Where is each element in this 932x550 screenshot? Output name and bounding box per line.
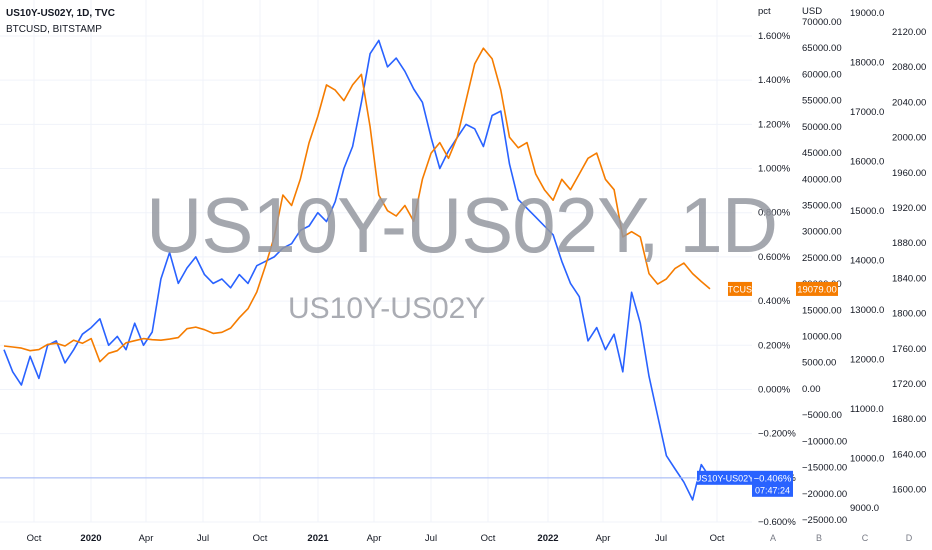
spread-name-text: US10Y-US02Y xyxy=(695,473,754,483)
axis-tick-label: 2000.00 xyxy=(892,133,926,144)
axis-tick-label: −5000.00 xyxy=(802,410,842,421)
bar-countdown-text: 07:47:24 xyxy=(755,485,790,495)
time-tick-label: Apr xyxy=(596,533,611,544)
axis-tick-label: 35000.00 xyxy=(802,200,842,211)
axis-tick-label: 18000.0 xyxy=(850,58,884,69)
symbol-watermark: US10Y-US02Y, 1D xyxy=(146,181,778,269)
axis-tick-label: 10000.00 xyxy=(802,332,842,343)
axis-tick-label: 1.000% xyxy=(758,164,791,175)
axis-tick-label: 30000.00 xyxy=(802,227,842,238)
spread-last-value-badge xyxy=(752,470,793,497)
axis-tick-label: −20000.00 xyxy=(802,489,847,500)
axis-tick-label: 1960.00 xyxy=(892,168,926,179)
axis-tick-label: 40000.00 xyxy=(802,174,842,185)
axis-header: pct xyxy=(758,6,771,17)
axis-tick-label: 45000.00 xyxy=(802,148,842,159)
time-tick-label: Oct xyxy=(27,533,42,544)
axis-tick-label: −0.200% xyxy=(758,429,796,440)
time-tick-label: Jul xyxy=(425,533,437,544)
legend-main-series[interactable]: US10Y-US02Y, 1D, TVC xyxy=(6,8,115,19)
btc-last-price-badge xyxy=(796,281,838,296)
axis-tick-label: 1680.00 xyxy=(892,414,926,425)
time-tick-label: Apr xyxy=(139,533,154,544)
axis-tick-label: 0.800% xyxy=(758,208,791,219)
axis-tick-label: 15000.0 xyxy=(850,206,884,217)
axis-tick-label: −10000.00 xyxy=(802,436,847,447)
time-tick-label: 2021 xyxy=(307,533,329,544)
axis-tick-label: −0.600% xyxy=(758,517,796,528)
time-tick-label: Jul xyxy=(655,533,667,544)
axis-tick-label: 25000.00 xyxy=(802,253,842,264)
spread-series-line xyxy=(3,39,711,501)
axis-tick-label: 15000.00 xyxy=(802,305,842,316)
spread-name-badge xyxy=(697,470,752,485)
axis-tick-label: 0.200% xyxy=(758,340,791,351)
scale-button-b[interactable]: B xyxy=(816,533,822,543)
time-tick-label: Apr xyxy=(367,533,382,544)
axis-header: USD xyxy=(802,6,822,17)
scale-buttons[interactable]: A B C D xyxy=(770,533,913,543)
price-axis-3[interactable]: 19000.0 18000.0 17000.0 16000.0 15000.0 14000… xyxy=(850,8,884,514)
axis-tick-label: 1.200% xyxy=(758,119,791,130)
time-tick-label: Oct xyxy=(710,533,725,544)
btc-series-line xyxy=(3,47,711,363)
scale-button-a[interactable]: A xyxy=(770,533,776,543)
axis-tick-label: 1760.00 xyxy=(892,344,926,355)
btc-name-badge xyxy=(728,281,752,296)
axis-tick-label: 1920.00 xyxy=(892,203,926,214)
axis-tick-label: 1800.00 xyxy=(892,309,926,320)
series-watermark: US10Y-US02Y xyxy=(288,292,486,325)
axis-tick-label: 14000.0 xyxy=(850,256,884,267)
axis-tick-label: 0.00 xyxy=(802,384,821,395)
time-tick-label: Oct xyxy=(253,533,268,544)
axis-tick-label: −25000.00 xyxy=(802,515,847,526)
spread-last-value-text: −0.406% xyxy=(754,473,792,484)
axis-tick-label: 5000.00 xyxy=(802,358,836,369)
price-axis-4[interactable]: 2120.00 2080.00 2040.00 2000.00 1960.00 1920.… xyxy=(892,27,926,496)
time-tick-label: Oct xyxy=(481,533,496,544)
legend-compare-series[interactable]: BTCUSD, BITSTAMP xyxy=(6,24,102,35)
axis-tick-label: 9000.0 xyxy=(850,503,879,514)
axis-tick-label: 13000.0 xyxy=(850,305,884,316)
last-value-badges: BTCUSD 19079.00 US10Y-US02Y −0.406%07:47:24 xyxy=(695,281,838,497)
scale-button-d[interactable]: D xyxy=(906,533,913,543)
time-tick-label: Jul xyxy=(197,533,209,544)
axis-tick-label: 65000.00 xyxy=(802,43,842,54)
legend: US10Y-US02Y, 1D, TVC BTCUSD, BITSTAMP xyxy=(6,6,115,38)
axis-tick-label: 11000.0 xyxy=(850,404,884,415)
time-tick-label: 2020 xyxy=(80,533,101,544)
btc-name-text: BTCUSD xyxy=(721,284,759,294)
series-layer xyxy=(0,39,752,501)
pct-axis[interactable]: pct 1.600% 1.400% 1.200% 1.000% 0.800% 0.600% 0… xyxy=(758,6,796,528)
axis-tick-label: 10000.0 xyxy=(850,454,884,465)
axis-tick-label: 16000.0 xyxy=(850,157,884,168)
axis-tick-label: 2120.00 xyxy=(892,27,926,38)
scale-button-c[interactable]: C xyxy=(862,533,869,543)
axis-tick-label: 1880.00 xyxy=(892,238,926,249)
axis-tick-label: 70000.00 xyxy=(802,17,842,28)
axis-tick-label: 60000.00 xyxy=(802,69,842,80)
btc-last-price-text: 19079.00 xyxy=(797,284,837,295)
axis-tick-label: 1600.00 xyxy=(892,485,926,496)
time-axis[interactable]: Oct 2020 Apr Jul Oct 2021 Apr Jul Oct 2022 Apr Jul O… xyxy=(27,533,725,544)
axis-tick-label: −15000.00 xyxy=(802,463,847,474)
axis-tick-label: 1.400% xyxy=(758,75,791,86)
axis-tick-label: 0.600% xyxy=(758,252,791,263)
axis-tick-label: 1840.00 xyxy=(892,273,926,284)
axis-tick-label: 17000.0 xyxy=(850,107,884,118)
time-tick-label: 2022 xyxy=(537,533,558,544)
axis-tick-label: 0.400% xyxy=(758,296,791,307)
axis-tick-label: 1.600% xyxy=(758,31,791,42)
axis-tick-label: 2080.00 xyxy=(892,62,926,73)
axis-tick-label: 0.000% xyxy=(758,384,791,395)
axis-tick-label: 2040.00 xyxy=(892,97,926,108)
axis-tick-label: 1720.00 xyxy=(892,379,926,390)
axis-tick-label: 55000.00 xyxy=(802,96,842,107)
axis-tick-label: 1640.00 xyxy=(892,449,926,460)
axis-tick-label: 12000.0 xyxy=(850,355,884,366)
axis-tick-label: 50000.00 xyxy=(802,122,842,133)
axis-tick-label: 19000.0 xyxy=(850,8,884,19)
